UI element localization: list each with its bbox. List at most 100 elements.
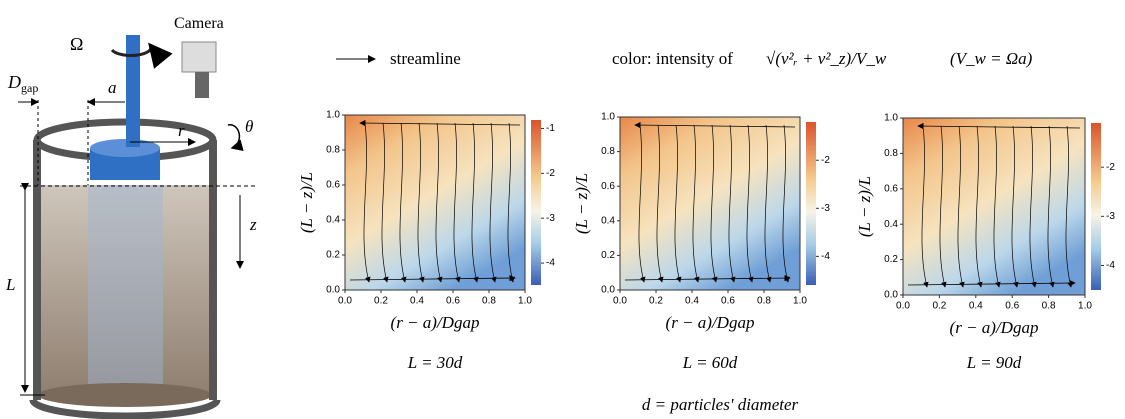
streamline: [993, 125, 1001, 288]
L-label: L: [5, 275, 15, 294]
y-axis-label: (L − z)/L: [572, 173, 591, 234]
plot-frame: [344, 114, 526, 291]
colorbar-tick-label: -4: [821, 251, 830, 262]
streamline: [624, 274, 791, 282]
y-tick-label: 0.6: [326, 180, 340, 191]
apparatus: Ω Camera Dgap a r θ z L: [5, 15, 257, 419]
omega-label: Ω: [70, 34, 83, 54]
colorbar-tick-label: -1: [546, 123, 555, 134]
x-tick-label: 0.8: [757, 296, 771, 307]
streamline: [638, 124, 646, 283]
streamline: [435, 122, 443, 283]
colorbar-tick-label: -3: [546, 213, 555, 224]
y-tick-label: 0.6: [884, 183, 898, 194]
y-tick-label: 0.2: [326, 250, 340, 261]
granular-bed: [38, 185, 213, 395]
streamline: [917, 122, 1081, 130]
x-tick-label: 0.6: [1005, 301, 1019, 312]
colorbar-tick-label: -2: [546, 168, 555, 179]
streamline: [782, 124, 790, 283]
y-tick-label: 0.8: [884, 148, 898, 159]
heatmap: [620, 117, 800, 290]
x-tick-label: 0.0: [338, 296, 352, 307]
colorbar: [531, 120, 541, 285]
streamline: [399, 122, 407, 283]
cylinder-wall: [209, 140, 217, 400]
x-tick-label: 0.4: [969, 301, 983, 312]
legend-color: color: intensity of: [612, 49, 733, 68]
streamline: [710, 124, 718, 283]
dgap-main: D: [7, 72, 21, 92]
heatmap: [345, 115, 525, 290]
streamline: [957, 125, 965, 288]
a-label: a: [108, 78, 117, 97]
streamline: [939, 125, 947, 288]
theta-arrow: [227, 123, 244, 152]
colorbar: [806, 122, 816, 285]
inner-region: [88, 185, 163, 395]
streamline: [975, 125, 983, 288]
panel-caption: L = 30d: [407, 353, 463, 372]
x-tick-label: 0.2: [374, 296, 388, 307]
x-tick-label: 1.0: [793, 296, 807, 307]
heatmap: [903, 118, 1085, 295]
plot-frame: [902, 117, 1086, 296]
x-axis-label: (r − a)/Dgap: [950, 318, 1039, 337]
panel-caption: L = 90d: [966, 353, 1022, 372]
x-axis-label: (r − a)/Dgap: [666, 313, 755, 332]
theta-label: θ: [245, 117, 253, 136]
streamline: [692, 124, 700, 283]
streamline: [507, 122, 515, 283]
streamline: [349, 274, 516, 282]
streamline: [1047, 125, 1055, 288]
cylinder-bottom: [29, 399, 221, 419]
x-tick-label: 0.4: [410, 296, 424, 307]
colorbar-tick-label: -4: [1106, 260, 1115, 271]
legend-note: (V_w = Ωa): [950, 49, 1033, 68]
streamline: [674, 124, 682, 283]
y-tick-label: 0.0: [884, 290, 898, 301]
footer: d = particles' diameter: [642, 395, 799, 414]
y-axis-label: (L − z)/L: [855, 176, 874, 237]
rotation-arrow: [110, 42, 173, 69]
y-tick-label: 0.8: [326, 145, 340, 156]
colorbar: [1091, 123, 1101, 290]
streamline: [656, 124, 664, 283]
y-tick-label: 0.0: [601, 285, 615, 296]
streamline: [359, 119, 521, 127]
x-tick-label: 0.6: [721, 296, 735, 307]
y-tick-label: 0.2: [884, 254, 898, 265]
z-label: z: [249, 215, 257, 234]
x-axis-label: (r − a)/Dgap: [391, 313, 480, 332]
y-tick-label: 0.2: [601, 250, 615, 261]
streamline: [921, 125, 929, 288]
streamline: [746, 124, 754, 283]
y-tick-label: 1.0: [326, 110, 340, 121]
camera-label: Camera: [174, 15, 224, 32]
streamline: [634, 121, 796, 129]
colorbar-tick-label: -2: [1106, 162, 1115, 173]
streamline: [728, 124, 736, 283]
streamline: [1029, 125, 1037, 288]
rotor-top: [90, 139, 160, 157]
streamline: [764, 124, 772, 283]
colorbar-tick-label: -2: [821, 155, 830, 166]
y-tick-label: 0.0: [326, 285, 340, 296]
panel-caption: L = 60d: [682, 353, 738, 372]
panels: 0.0 0.2 0.4 0.6 0.8 1.0 0.0 0.2 0.4 0.6 0.8 1.0 -1 -2…: [297, 110, 1115, 372]
y-tick-label: 1.0: [884, 113, 898, 124]
x-tick-label: 0.2: [932, 301, 946, 312]
x-tick-label: 0.0: [613, 296, 627, 307]
streamline: [1011, 125, 1019, 288]
y-tick-label: 0.6: [601, 181, 615, 192]
y-tick-label: 0.4: [884, 219, 898, 230]
shaft: [126, 35, 140, 147]
x-tick-label: 0.4: [685, 296, 699, 307]
y-axis-label: (L − z)/L: [297, 172, 316, 233]
streamline: [363, 122, 371, 283]
x-tick-label: 1.0: [518, 296, 532, 307]
bed-bottom: [38, 383, 212, 407]
cylinder-wall: [33, 140, 41, 400]
y-tick-label: 0.4: [601, 215, 615, 226]
